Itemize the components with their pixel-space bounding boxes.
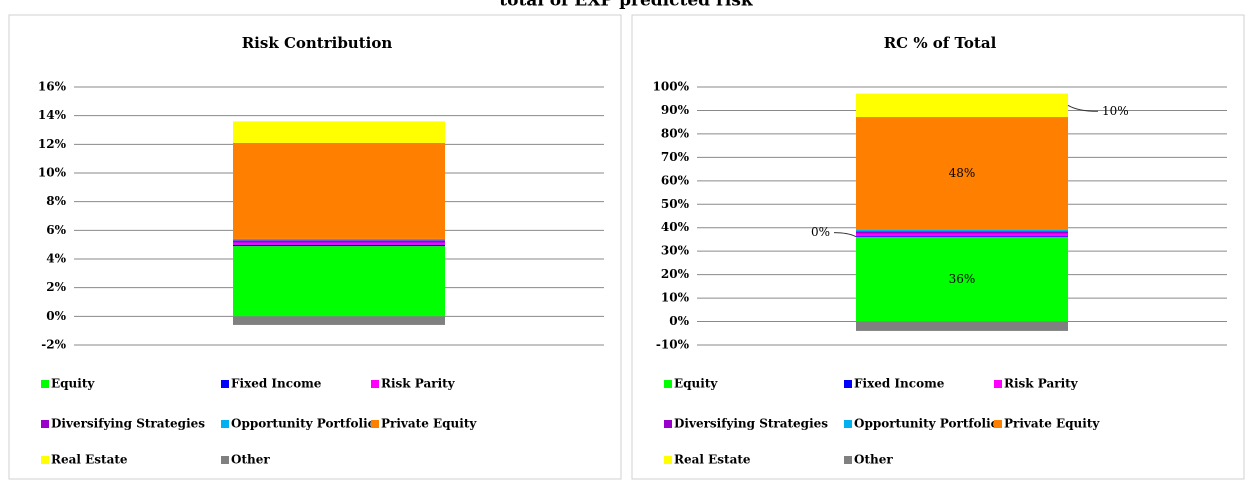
legend-label: Equity	[51, 377, 95, 391]
panel-left	[8, 14, 622, 480]
legend-swatch	[994, 380, 1002, 388]
y-tick-label: 0%	[669, 314, 689, 328]
legend-label: Real Estate	[51, 453, 128, 467]
bar-segment	[233, 242, 445, 245]
legend-swatch	[221, 420, 229, 428]
legend-label: Fixed Income	[231, 377, 322, 391]
panel-right	[631, 14, 1245, 480]
bar-segment	[233, 238, 445, 241]
bar-segment	[233, 246, 445, 317]
legend-label: Other	[854, 453, 893, 467]
y-tick-label: 50%	[661, 197, 690, 211]
data-label: 10%	[1102, 104, 1129, 118]
legend-swatch	[221, 380, 229, 388]
y-tick-label: 10%	[38, 166, 67, 180]
data-label: 48%	[949, 166, 976, 180]
leader-line	[833, 232, 857, 238]
legend-swatch	[844, 456, 852, 464]
legend-label: Private Equity	[381, 417, 477, 431]
legend-swatch	[664, 420, 672, 428]
y-tick-label: 90%	[661, 103, 690, 117]
y-tick-label: 30%	[661, 244, 690, 258]
y-tick-label: -10%	[656, 338, 690, 352]
y-tick-label: 70%	[661, 150, 690, 164]
legend-swatch	[994, 420, 1002, 428]
y-tick-label: 80%	[661, 126, 690, 140]
bar-segment	[856, 117, 1068, 230]
leader-line	[1067, 104, 1099, 112]
legend-swatch	[41, 380, 49, 388]
legend-swatch	[844, 420, 852, 428]
bar-segment	[233, 121, 445, 143]
legend-label: Private Equity	[1004, 417, 1100, 431]
y-tick-label: 8%	[46, 194, 66, 208]
y-tick-label: 0%	[46, 309, 66, 323]
legend-label: Other	[231, 453, 270, 467]
y-tick-label: 12%	[38, 137, 67, 151]
y-tick-label: 100%	[653, 80, 690, 94]
y-tick-label: 10%	[661, 291, 690, 305]
legend-label: Real Estate	[674, 453, 751, 467]
chart-title: Risk Contribution	[242, 34, 393, 52]
y-tick-label: 6%	[46, 223, 66, 237]
legend-label: Risk Parity	[381, 377, 456, 391]
bar-segment	[233, 316, 445, 325]
legend-label: Fixed Income	[854, 377, 945, 391]
legend-swatch	[41, 456, 49, 464]
bar-segment	[856, 229, 1068, 232]
y-tick-label: 2%	[46, 280, 66, 294]
bar-segment	[856, 237, 1068, 322]
bar-segment	[856, 236, 1068, 238]
y-tick-label: 40%	[661, 220, 690, 234]
y-tick-label: 16%	[38, 80, 67, 94]
y-tick-label: 20%	[661, 267, 690, 281]
legend-swatch	[664, 380, 672, 388]
legend-label: Opportunity Portfolio	[854, 417, 999, 431]
bar-segment	[856, 231, 1068, 234]
bar-segment	[856, 93, 1068, 118]
legend-swatch	[371, 380, 379, 388]
legend-label: Equity	[674, 377, 718, 391]
y-tick-label: 4%	[46, 252, 66, 266]
legend-swatch	[41, 420, 49, 428]
data-label: 0%	[811, 225, 830, 239]
legend-label: Risk Parity	[1004, 377, 1079, 391]
legend-swatch	[371, 420, 379, 428]
bar-segment	[856, 321, 1068, 331]
data-label: 36%	[949, 272, 976, 286]
legend-label: Diversifying Strategies	[674, 417, 828, 431]
bar-segment	[233, 244, 445, 247]
legend-label: Diversifying Strategies	[51, 417, 205, 431]
legend-swatch	[221, 456, 229, 464]
chart-title: RC % of Total	[884, 34, 997, 52]
legend-swatch	[844, 380, 852, 388]
bar-segment	[233, 142, 445, 239]
page-title: total of EXP predicted risk	[499, 0, 754, 11]
y-tick-label: 60%	[661, 173, 690, 187]
y-tick-label: 14%	[38, 108, 67, 122]
bar-segment	[856, 233, 1068, 237]
bar-segment	[233, 240, 445, 243]
y-tick-label: -2%	[41, 338, 66, 352]
legend-label: Opportunity Portfolio	[231, 417, 376, 431]
legend-swatch	[664, 456, 672, 464]
